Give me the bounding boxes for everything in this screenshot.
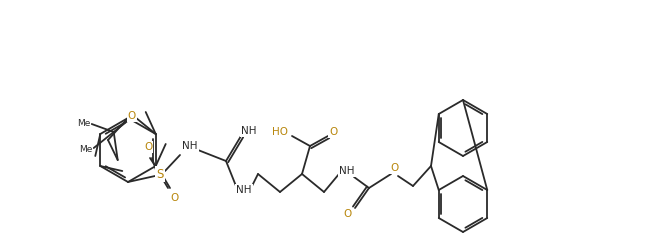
Text: O: O <box>170 193 178 203</box>
Text: O: O <box>329 127 337 137</box>
Text: S: S <box>156 168 164 180</box>
Text: Me: Me <box>79 145 93 154</box>
Text: NH: NH <box>241 126 256 136</box>
Text: NH: NH <box>182 141 198 151</box>
Text: NH: NH <box>339 166 355 176</box>
Text: O: O <box>128 111 136 121</box>
Text: O: O <box>390 163 398 173</box>
Text: O: O <box>144 142 152 152</box>
Text: HO: HO <box>272 127 288 137</box>
Text: NH: NH <box>236 185 252 195</box>
Text: O: O <box>343 209 351 219</box>
Text: Me: Me <box>77 118 91 128</box>
